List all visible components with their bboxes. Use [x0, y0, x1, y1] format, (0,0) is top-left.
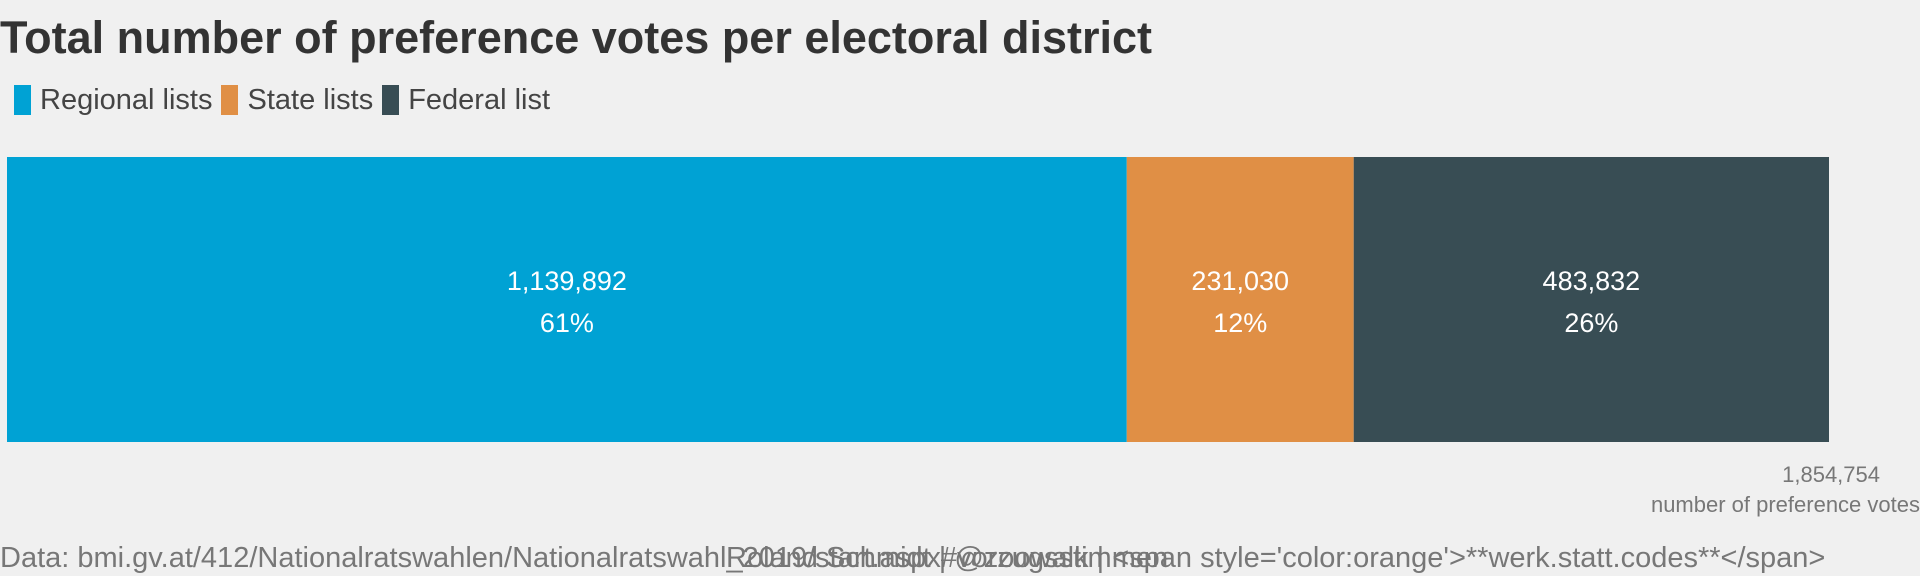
percent-label-federal-list: 26%: [1564, 308, 1618, 338]
legend-item-regional-lists: Regional lists: [14, 84, 212, 117]
legend-item-federal-list: Federal list: [382, 84, 550, 117]
legend: Regional lists State lists Federal list: [14, 82, 559, 118]
bar-segment-state-lists: [1126, 157, 1354, 442]
total-value-label: 1,854,754: [1782, 462, 1880, 487]
value-label-regional-lists: 1,139,892: [507, 266, 627, 296]
legend-swatch-state-lists: [221, 85, 239, 115]
percent-label-state-lists: 12%: [1213, 308, 1267, 338]
legend-label-federal-list: Federal list: [408, 83, 551, 116]
legend-label-regional-lists: Regional lists: [40, 83, 213, 116]
legend-item-state-lists: State lists: [221, 84, 373, 117]
bar-segment-federal-list: [1353, 157, 1829, 442]
value-label-state-lists: 231,030: [1191, 266, 1289, 296]
legend-swatch-regional-lists: [14, 85, 31, 115]
legend-label-state-lists: State lists: [247, 83, 374, 116]
legend-swatch-federal-list: [382, 85, 400, 115]
chart-title: Total number of preference votes per ele…: [0, 12, 1152, 63]
bar-segment-regional-lists: [7, 157, 1127, 442]
source-caption: Data: bmi.gv.at/412/Nationalratswahlen/N…: [0, 542, 1169, 574]
author-caption: Roland Schmidt | @zoowalk | <span style=…: [726, 542, 1826, 574]
percent-label-regional-lists: 61%: [540, 308, 594, 338]
total-caption-label: number of preference votes: [1650, 492, 1920, 517]
value-label-federal-list: 483,832: [1543, 266, 1641, 296]
